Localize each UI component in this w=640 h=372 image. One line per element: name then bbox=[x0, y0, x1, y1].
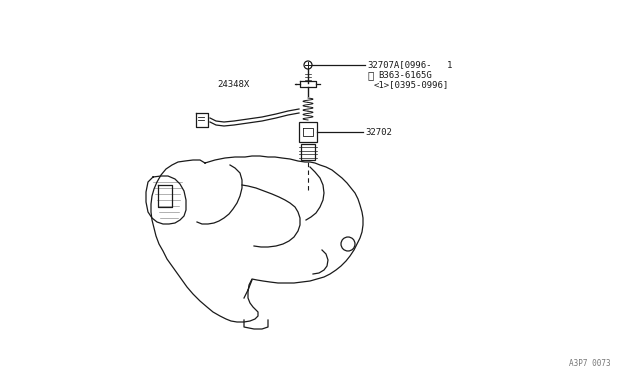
Bar bbox=[299, 122, 317, 142]
Text: A3P7 0073: A3P7 0073 bbox=[569, 359, 611, 368]
Text: 32702: 32702 bbox=[365, 128, 392, 137]
Text: 32707A[0996-: 32707A[0996- bbox=[367, 61, 431, 70]
Text: 1: 1 bbox=[447, 61, 452, 70]
Bar bbox=[301, 144, 315, 160]
Text: Ⓢ: Ⓢ bbox=[367, 70, 373, 80]
Text: 24348X: 24348X bbox=[217, 80, 249, 89]
Text: <1>[0395-0996]: <1>[0395-0996] bbox=[374, 80, 449, 90]
Text: B363-6165G: B363-6165G bbox=[378, 71, 432, 80]
